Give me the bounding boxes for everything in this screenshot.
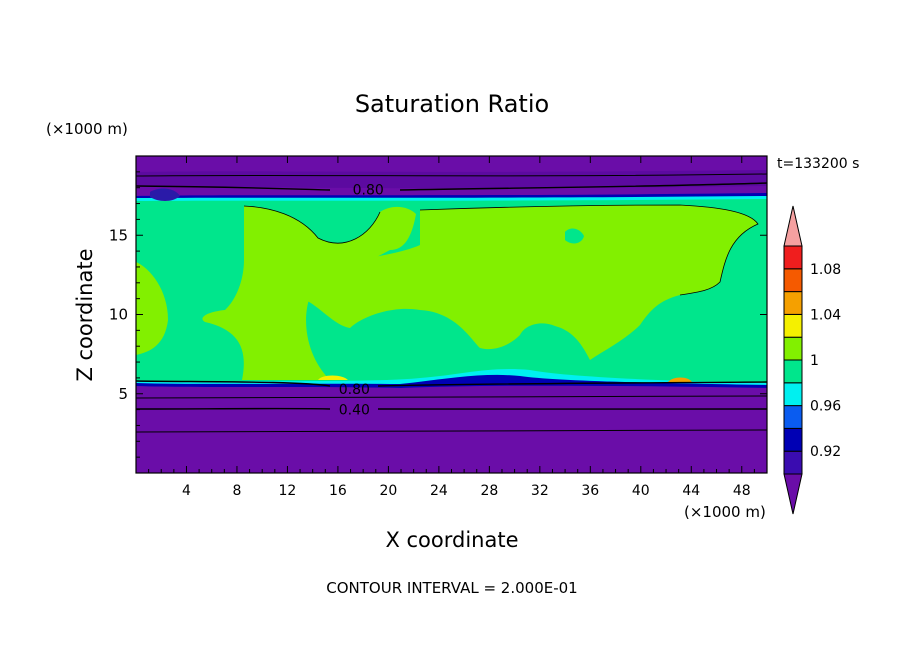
colorbar-box	[783, 405, 803, 429]
y-tick-label: 10	[109, 306, 128, 324]
contour-line-080-upper	[136, 182, 767, 191]
hot-spot-east	[668, 377, 692, 382]
y-axis-ticks: 5 10 15	[109, 171, 767, 458]
contour-label-group: 0.80 0.80 0.40	[339, 182, 384, 418]
contour-line-100	[243, 204, 759, 296]
colorbar-label: 0.92	[810, 444, 841, 460]
colorbar-box	[783, 336, 803, 361]
y-tick-label: 5	[118, 385, 128, 403]
contour-label: 0.80	[339, 382, 370, 398]
x-unit-label: (×1000 m)	[684, 503, 766, 521]
x-tick-label: 36	[581, 483, 599, 499]
contour-line-040	[136, 407, 767, 410]
contour-line-upper-1	[136, 173, 767, 177]
x-tick-label: 8	[232, 483, 241, 499]
contour-label: 0.80	[353, 182, 384, 198]
contour-label: 0.40	[339, 403, 370, 419]
x-tick-label: 32	[531, 483, 549, 499]
y-tick-label: 15	[109, 226, 128, 244]
colorbar: 0.92 0.96 1 1.04 1.08	[783, 205, 841, 515]
x-tick-label: 4	[182, 483, 191, 499]
x-tick-label: 48	[733, 483, 751, 499]
x-tick-label: 24	[430, 483, 448, 499]
contour-line-lower-2	[136, 429, 767, 433]
colorbar-label: 1.04	[810, 307, 841, 323]
time-label: t=133200 s	[777, 156, 859, 172]
contour-field	[136, 156, 767, 473]
contour-interval-note: CONTOUR INTERVAL = 2.000E-01	[326, 579, 577, 597]
upper-dark-blob	[150, 188, 180, 201]
colorbar-box	[783, 359, 803, 384]
x-tick-label: 16	[329, 483, 347, 499]
colorbar-box	[783, 427, 803, 452]
colorbar-label: 0.96	[810, 399, 841, 415]
colorbar-box	[783, 245, 803, 270]
colorbar-box	[783, 268, 803, 293]
colorbar-box	[783, 450, 803, 475]
colorbar-label: 1.08	[810, 262, 841, 278]
sat-region-central	[304, 205, 758, 360]
colorbar-box	[783, 382, 803, 407]
x-tick-label: 28	[480, 483, 498, 499]
contour-line-080-lower	[136, 380, 767, 387]
x-axis-ticks: 4 8 12 16 20 24 28 32 36 40 44 48	[148, 156, 755, 499]
colorbar-label: 1	[810, 353, 819, 369]
x-tick-label: 40	[632, 483, 650, 499]
y-unit-label: (×1000 m)	[46, 120, 128, 138]
colorbar-box	[783, 313, 803, 338]
sat-region-left	[136, 262, 168, 355]
colorbar-upper-arrow	[783, 205, 803, 247]
chart-title: Saturation Ratio	[355, 90, 549, 118]
colorbar-lower-arrow	[783, 473, 803, 515]
island-east	[565, 228, 584, 244]
upper-dry-shade	[136, 170, 767, 189]
hot-spot-west	[318, 375, 348, 380]
x-axis-title: X coordinate	[385, 528, 518, 552]
colorbar-box	[783, 291, 803, 315]
y-axis-title: Z coordinate	[73, 248, 97, 381]
x-tick-label: 20	[379, 483, 397, 499]
x-tick-label: 44	[682, 483, 700, 499]
contour-line-lower-1	[136, 395, 767, 399]
x-tick-label: 12	[279, 483, 297, 499]
